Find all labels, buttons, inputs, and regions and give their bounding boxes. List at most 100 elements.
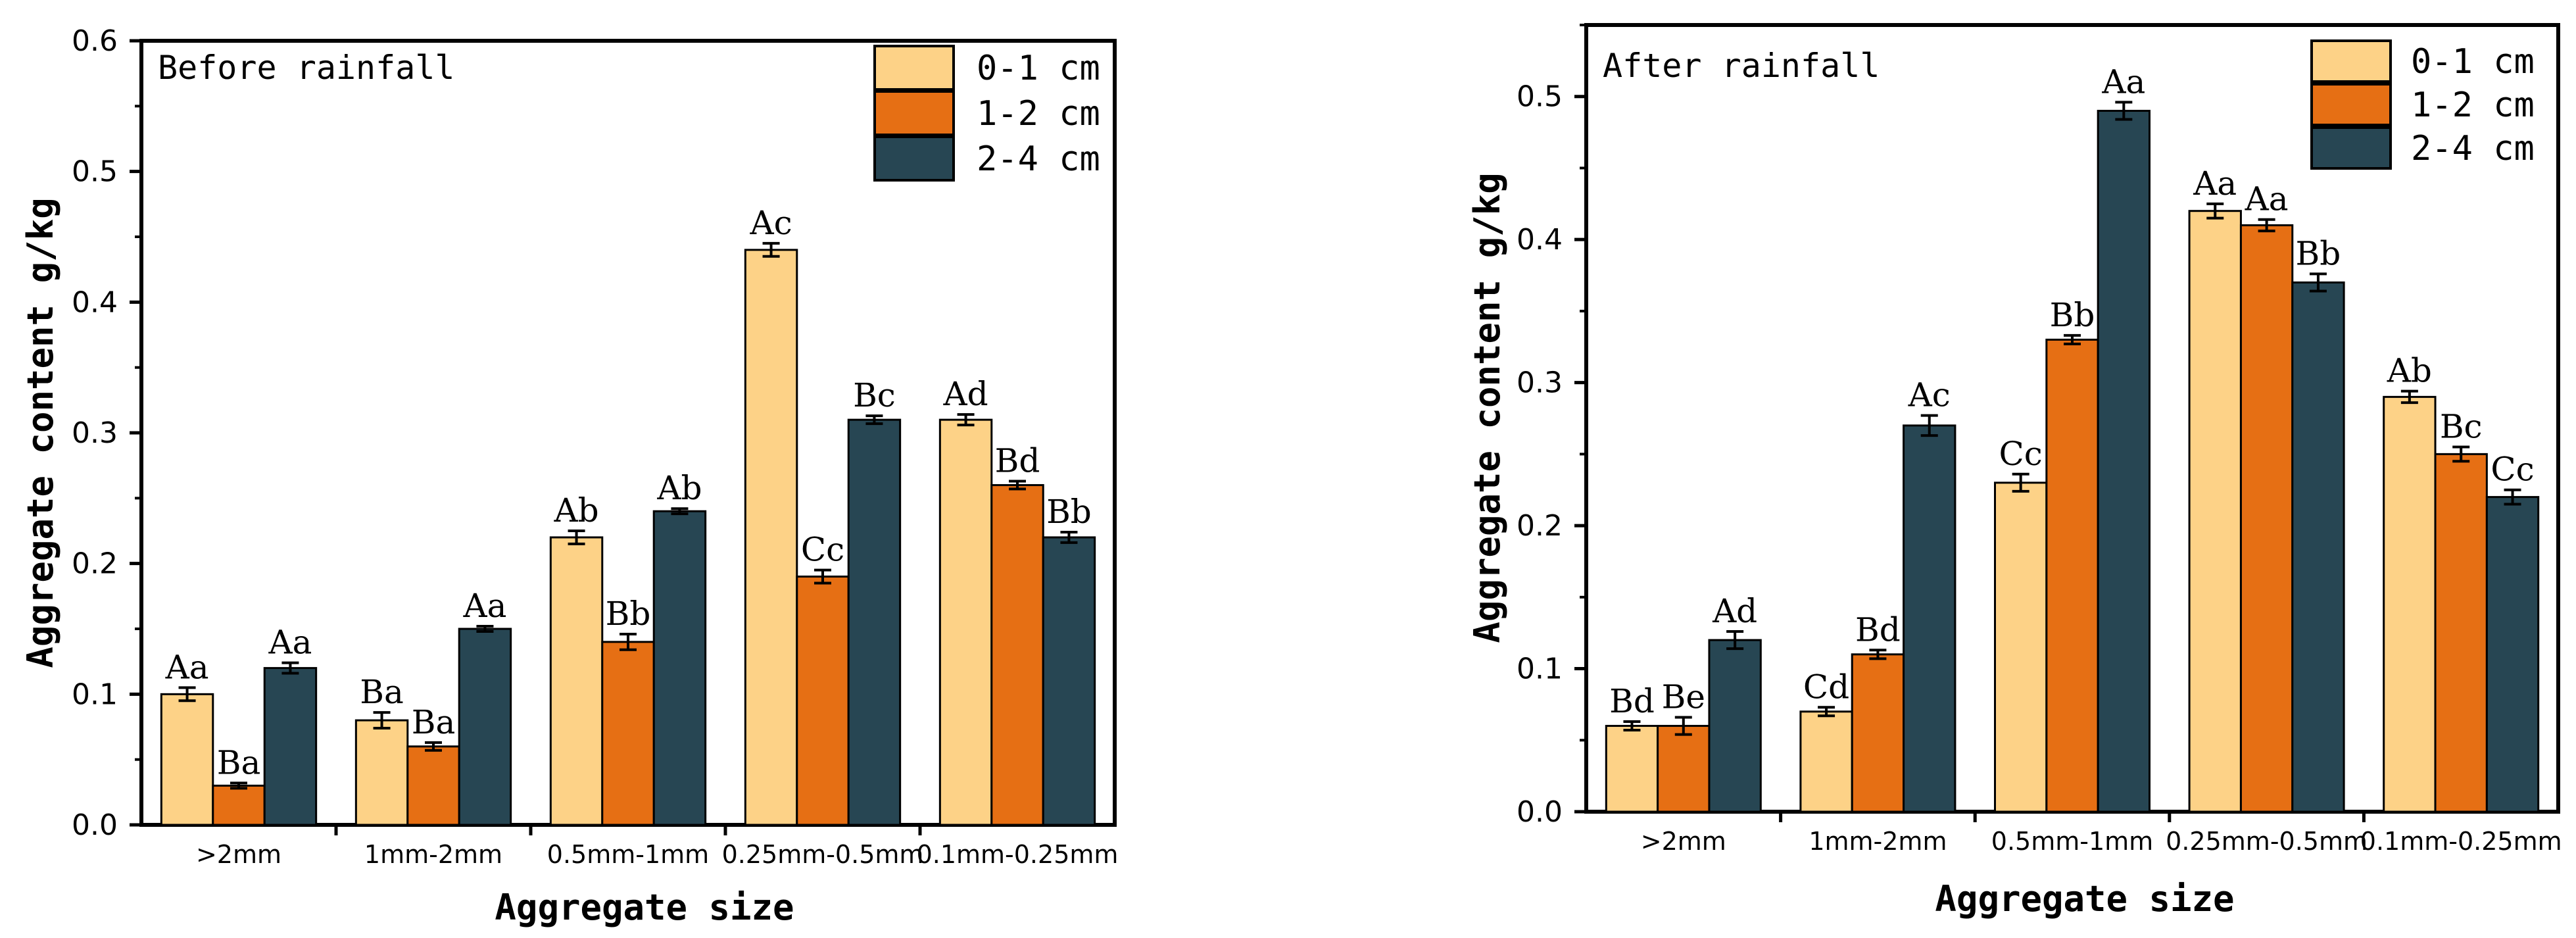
bar-1-2cm-4 bbox=[2434, 453, 2488, 813]
legend: 0-1 cm 1-2 cm 2-4 cm bbox=[873, 45, 1100, 182]
bar-2-4cm-2 bbox=[652, 510, 707, 826]
bar-0-1cm-2 bbox=[549, 536, 604, 826]
bar-0-1cm-3 bbox=[744, 249, 798, 826]
panel-before-rainfall: Before rainfall 0.0 0.1 0.2 0.3 0.4 0.5 0.6 >2m… bbox=[20, 24, 1118, 928]
bar-0-1cm-4 bbox=[2383, 395, 2437, 813]
bar-0-1cm-0 bbox=[160, 693, 214, 826]
bar-1-2cm-3 bbox=[2239, 224, 2294, 813]
panel-title: Before rainfall bbox=[158, 49, 455, 87]
legend-swatch bbox=[2310, 83, 2392, 126]
significance-label: Aa bbox=[268, 624, 312, 662]
bar-1-2cm-1 bbox=[406, 745, 460, 826]
bar-1-2cm-2 bbox=[601, 641, 655, 826]
significance-label: Bc bbox=[2440, 407, 2483, 445]
significance-label: Ab bbox=[2387, 352, 2432, 390]
significance-label: Aa bbox=[2245, 180, 2289, 218]
significance-label: Aa bbox=[2193, 164, 2237, 203]
x-tick-label: 1mm-2mm bbox=[1809, 827, 1947, 856]
y-tick-label: 0.5 bbox=[1517, 80, 1563, 114]
significance-label: Aa bbox=[165, 648, 209, 686]
bar-1-2cm-0 bbox=[212, 784, 266, 826]
x-tick-label: 0.1mm-0.25mm bbox=[917, 840, 1119, 869]
significance-label: Aa bbox=[462, 587, 506, 625]
bar-1-2cm-2 bbox=[2045, 338, 2099, 813]
bar-1-2cm-1 bbox=[1851, 653, 1905, 813]
bar-0-1cm-4 bbox=[938, 418, 993, 826]
legend-label: 0-1 cm bbox=[2411, 42, 2535, 82]
y-tick-label: 0.0 bbox=[1517, 795, 1563, 829]
legend-label: 2-4 cm bbox=[2411, 129, 2535, 168]
significance-label: Bb bbox=[2296, 234, 2341, 272]
bar-2-4cm-2 bbox=[2097, 109, 2151, 813]
bar-2-4cm-1 bbox=[1903, 424, 1956, 813]
x-axis-title: Aggregate size bbox=[1935, 878, 2234, 920]
y-tick-label: 0.1 bbox=[72, 678, 118, 711]
x-tick-label: 0.1mm-0.25mm bbox=[2360, 827, 2562, 856]
significance-label: Be bbox=[1662, 678, 1705, 716]
y-axis-title: Aggregate content g/kg bbox=[1467, 172, 1508, 643]
bar-0-1cm-1 bbox=[1799, 710, 1853, 813]
legend-label: 1-2 cm bbox=[977, 94, 1100, 134]
bar-2-4cm-4 bbox=[1042, 536, 1096, 826]
significance-label: Bc bbox=[853, 376, 896, 414]
bar-1-2cm-3 bbox=[796, 576, 850, 826]
significance-label: Aa bbox=[2101, 62, 2145, 101]
y-tick-label: 0.4 bbox=[1517, 223, 1563, 257]
legend-label: 1-2 cm bbox=[2411, 86, 2535, 125]
significance-label: Ab bbox=[656, 469, 702, 507]
significance-label: Ac bbox=[1908, 376, 1951, 414]
significance-label: Ba bbox=[217, 743, 261, 781]
significance-label: Ba bbox=[360, 673, 404, 711]
bar-1-2cm-4 bbox=[990, 483, 1044, 826]
bar-2-4cm-3 bbox=[2291, 281, 2345, 813]
significance-label: Ad bbox=[942, 375, 988, 413]
x-tick-label: 0.5mm-1mm bbox=[1991, 827, 2153, 856]
y-tick-label: 0.5 bbox=[72, 155, 118, 189]
y-axis-title: Aggregate content g/kg bbox=[20, 197, 61, 668]
y-tick-label: 0.2 bbox=[1517, 509, 1563, 543]
significance-label: Ac bbox=[749, 204, 792, 242]
legend-swatch bbox=[873, 90, 955, 136]
legend-label: 2-4 cm bbox=[977, 139, 1100, 179]
significance-label: Cc bbox=[1999, 435, 2043, 473]
significance-label: Ba bbox=[412, 703, 456, 741]
legend-swatch bbox=[2310, 39, 2392, 83]
bar-2-4cm-4 bbox=[2485, 496, 2540, 813]
x-tick-label: >2mm bbox=[1641, 827, 1726, 856]
significance-label: Cd bbox=[1803, 668, 1849, 706]
legend: 0-1 cm 1-2 cm 2-4 cm bbox=[2310, 39, 2535, 170]
significance-label: Cc bbox=[2491, 451, 2534, 489]
bar-0-1cm-2 bbox=[1993, 481, 2048, 813]
significance-label: Bd bbox=[995, 442, 1040, 480]
significance-label: Bb bbox=[2050, 296, 2095, 334]
x-tick-label: 1mm-2mm bbox=[364, 840, 502, 869]
significance-label: Bb bbox=[606, 595, 651, 633]
significance-label: Ab bbox=[553, 491, 598, 530]
significance-label: Bd bbox=[1609, 682, 1655, 720]
panel-title: After rainfall bbox=[1603, 47, 1880, 85]
legend-swatch bbox=[2310, 126, 2392, 170]
bar-2-4cm-0 bbox=[263, 667, 318, 826]
bar-2-4cm-0 bbox=[1708, 639, 1762, 813]
y-tick-label: 0.4 bbox=[72, 285, 118, 319]
bar-2-4cm-3 bbox=[847, 418, 902, 826]
y-tick-label: 0.2 bbox=[72, 547, 118, 581]
significance-label: Bd bbox=[1855, 610, 1901, 649]
y-tick-label: 0.6 bbox=[72, 24, 118, 58]
bar-0-1cm-1 bbox=[354, 719, 409, 826]
y-tick-label: 0.3 bbox=[72, 416, 118, 450]
bar-1-2cm-0 bbox=[1657, 725, 1711, 813]
y-tick-label: 0.0 bbox=[72, 808, 118, 842]
x-tick-label: 0.25mm-0.5mm bbox=[2166, 827, 2368, 856]
panel-after-rainfall: After rainfall 0.0 0.1 0.2 0.3 0.4 0.5 >2mm 1mm… bbox=[1467, 23, 2562, 920]
x-tick-label: 0.25mm-0.5mm bbox=[722, 840, 924, 869]
significance-label: Ad bbox=[1712, 592, 1757, 630]
bar-2-4cm-1 bbox=[458, 628, 512, 826]
x-tick-label: 0.5mm-1mm bbox=[547, 840, 709, 869]
x-axis-title: Aggregate size bbox=[495, 887, 794, 928]
legend-swatch bbox=[873, 136, 955, 182]
significance-label: Cc bbox=[801, 531, 844, 569]
y-tick-label: 0.3 bbox=[1517, 366, 1563, 400]
significance-label: Bb bbox=[1046, 493, 1092, 531]
